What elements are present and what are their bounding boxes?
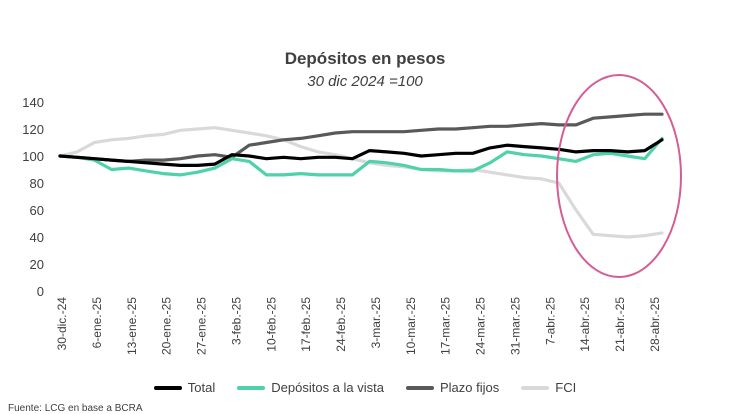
y-axis: 0 20 40 60 80 100 120 140 [22, 95, 44, 299]
y-tick-label: 60 [30, 203, 44, 218]
x-tick-label: 3-feb.-25 [229, 297, 243, 345]
x-tick-label: 27-ene.-25 [195, 297, 209, 355]
series-line-0 [58, 138, 664, 167]
legend-swatch-total [153, 385, 182, 390]
legend-swatch-depositos-vista [237, 385, 266, 390]
y-tick-label: 140 [22, 95, 44, 110]
x-tick-label: 10-feb.-25 [264, 297, 278, 352]
legend: Total Depósitos a la vista Plazo fijos F… [0, 380, 730, 395]
legend-label-plazo-fijos: Plazo fijos [440, 380, 500, 395]
legend-label-fci: FCI [555, 380, 577, 395]
x-tick-label: 3-mar.-25 [369, 297, 383, 349]
legend-entry-total: Total [153, 380, 216, 395]
legend-entry-depositos-vista: Depósitos a la vista [237, 380, 384, 395]
x-tick-label: 10-mar.-25 [404, 297, 418, 355]
chart-title: Depósitos en pesos [284, 49, 446, 68]
x-tick-label: 14-abr.-25 [578, 297, 592, 352]
highlight-ellipse [556, 74, 682, 278]
x-tick-label: 24-feb.-25 [334, 297, 348, 352]
x-tick-label: 28-abr.-25 [648, 297, 662, 352]
legend-swatch-plazo-fijos [406, 385, 434, 390]
x-axis: 30-dic.-24 6-ene.-25 13-ene.-25 20-ene.-25 2… [55, 297, 662, 355]
legend-label-depositos-vista: Depósitos a la vista [271, 380, 384, 395]
legend-entry-fci: FCI [521, 380, 576, 395]
source-note: Fuente: LCG en base a BCRA [8, 403, 143, 414]
series-lines [58, 112, 664, 239]
legend-label-total: Total [187, 380, 216, 395]
legend-swatch-fci [521, 385, 550, 390]
y-tick-label: 80 [30, 176, 44, 191]
x-tick-label: 17-mar.-25 [439, 297, 453, 355]
legend-entry-plazo-fijos: Plazo fijos [406, 380, 499, 395]
x-tick-label: 30-dic.-24 [55, 297, 69, 351]
y-tick-label: 20 [30, 257, 44, 272]
y-tick-label: 0 [37, 284, 44, 299]
x-tick-label: 20-ene.-25 [160, 297, 174, 355]
x-tick-label: 31-mar.-25 [508, 297, 522, 355]
chart-subtitle: 30 dic 2024 =100 [307, 73, 423, 90]
series-line-3 [58, 126, 664, 239]
y-tick-label: 120 [22, 122, 44, 137]
x-tick-label: 24-mar.-25 [474, 297, 488, 355]
x-tick-label: 6-ene.-25 [90, 297, 104, 349]
x-tick-label: 7-abr.-25 [543, 297, 557, 345]
x-tick-label: 17-feb.-25 [299, 297, 313, 352]
y-tick-label: 100 [22, 149, 44, 164]
series-line-2 [58, 112, 664, 163]
y-tick-label: 40 [30, 230, 44, 245]
x-tick-label: 13-ene.-25 [125, 297, 139, 355]
series-line-1 [58, 136, 664, 177]
x-tick-label: 21-abr.-25 [613, 297, 627, 352]
